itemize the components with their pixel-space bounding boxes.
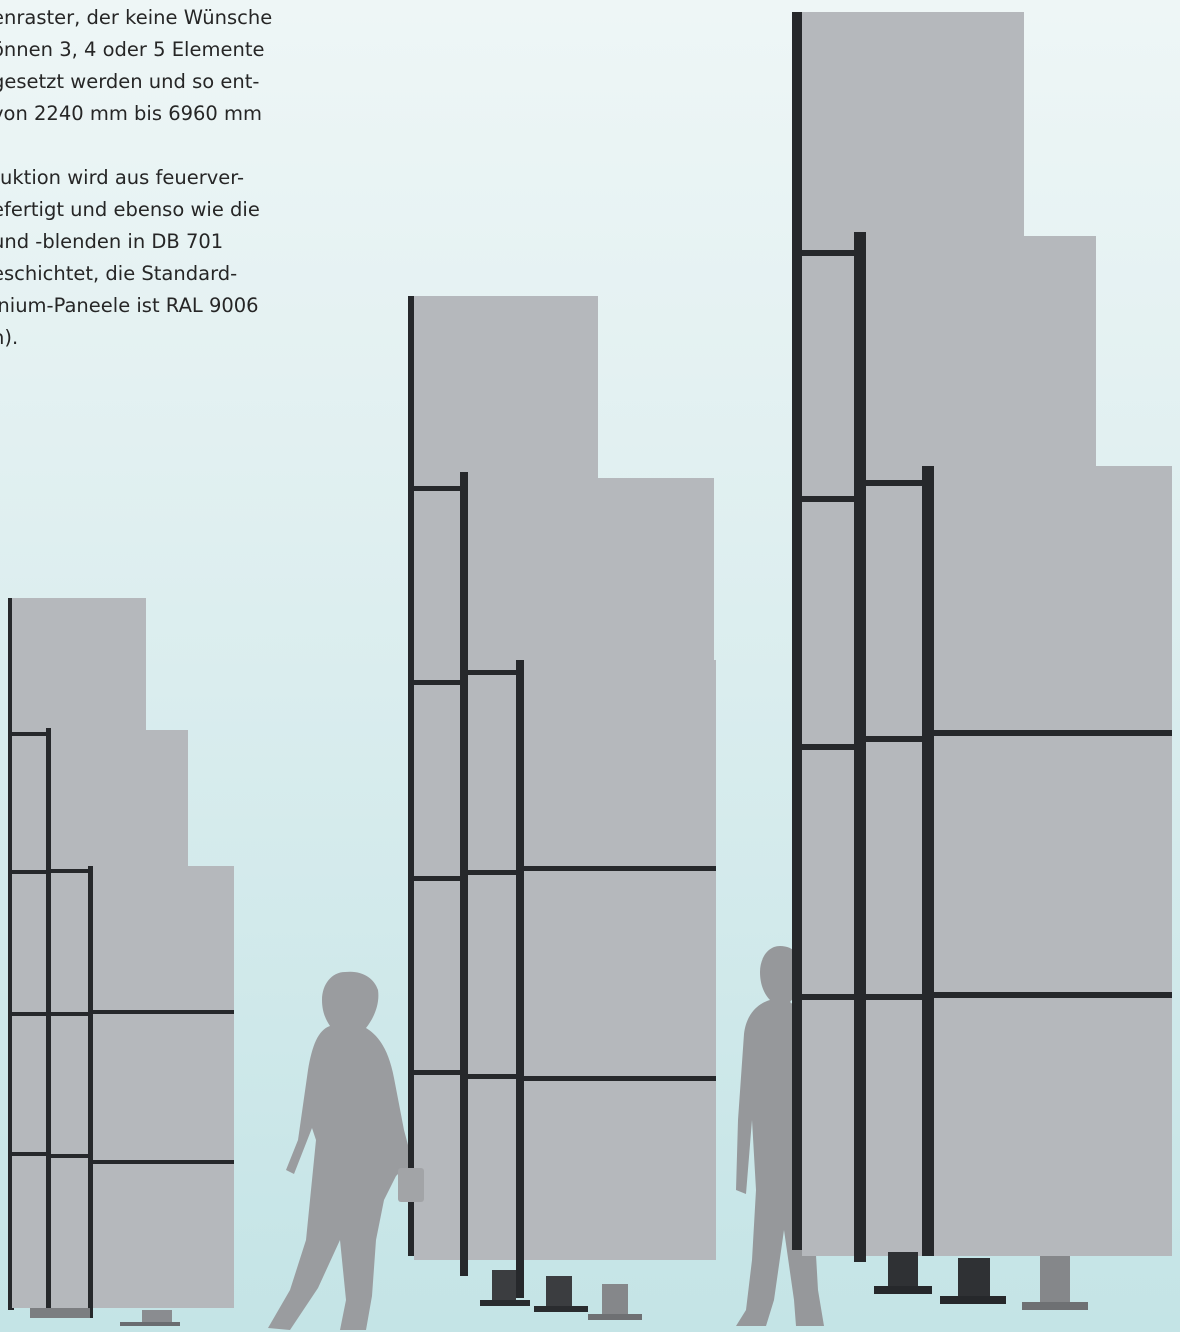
text-line: ruktion wird aus feuerver- — [0, 166, 245, 189]
tall-pylon-column-1 — [854, 232, 866, 1262]
tall-pylon-column-2 — [922, 466, 934, 1256]
small-pylon-foot — [142, 1310, 172, 1324]
small-pylon-foot — [120, 1322, 180, 1326]
tall-pylon-joint — [864, 994, 924, 1000]
tall-pylon-joint — [864, 480, 924, 486]
text-line: enraster, der keine Wünsche — [0, 6, 273, 29]
woman-silhouette — [268, 971, 424, 1330]
middle-pylon-joint — [466, 670, 518, 675]
small-pylon-joint — [12, 870, 48, 874]
small-pylon-joint — [92, 1160, 234, 1164]
middle-pylon-foot — [546, 1276, 572, 1310]
middle-pylon-column-1 — [460, 472, 468, 1276]
tall-pylon-foot — [874, 1286, 932, 1294]
tall-pylon-foot — [940, 1296, 1006, 1304]
small-pylon-joint — [50, 1012, 90, 1016]
tall-pylon-frame-back — [792, 12, 804, 1250]
text-line: und -blenden in DB 701 — [0, 230, 224, 253]
tall-pylon-joint — [932, 730, 1172, 736]
middle-pylon-joint — [414, 876, 462, 881]
small-pylon-column-1 — [46, 728, 51, 1312]
middle-pylon-panel-back — [414, 296, 716, 1260]
tall-pylon-joint — [802, 250, 856, 256]
tall-pylon-foot — [1022, 1302, 1088, 1310]
middle-pylon-joint — [414, 680, 462, 685]
small-pylon-joint — [12, 732, 48, 736]
middle-pylon-joint — [522, 866, 716, 871]
small-pylon-joint — [92, 1010, 234, 1014]
tall-pylon-joint — [802, 496, 856, 502]
middle-pylon-foot — [480, 1300, 530, 1306]
middle-pylon-joint — [414, 486, 462, 491]
small-pylon-column-2 — [88, 866, 93, 1318]
small-pylon-joint — [12, 1152, 48, 1156]
text-line: inium-Paneele ist RAL 9006 — [0, 294, 259, 317]
tall-pylon-joint — [802, 744, 856, 750]
paragraph-gap — [0, 130, 362, 162]
text-line: von 2240 mm bis 6960 mm — [0, 102, 263, 125]
tall-pylon — [792, 12, 1172, 1310]
text-line: n). — [0, 326, 19, 349]
small-pylon-joint — [50, 1154, 90, 1158]
body-text: enraster, der keine Wünsche önnen 3, 4 o… — [0, 2, 362, 354]
middle-pylon-foot — [492, 1270, 516, 1304]
middle-pylon-joint — [466, 1074, 518, 1079]
text-line: gesetzt werden und so ent- — [0, 70, 260, 93]
tall-pylon-joint — [802, 994, 856, 1000]
small-pylon-frame-back — [8, 598, 14, 1310]
middle-pylon-joint — [414, 1070, 462, 1075]
tall-pylon-panel-back — [802, 12, 1172, 1256]
middle-pylon — [408, 296, 716, 1320]
text-line: efertigt und ebenso wie die — [0, 198, 260, 221]
briefcase-silhouette — [398, 1168, 424, 1202]
middle-pylon-frame-back — [408, 296, 416, 1256]
text-line: eschichtet, die Standard- — [0, 262, 238, 285]
middle-pylon-foot — [588, 1314, 642, 1320]
small-pylon-joint — [50, 869, 90, 873]
tall-pylon-joint — [864, 736, 924, 742]
small-pylon — [8, 598, 234, 1326]
middle-pylon-joint — [466, 870, 518, 875]
middle-pylon-foot — [602, 1284, 628, 1314]
middle-pylon-joint — [522, 1076, 716, 1081]
tall-pylon-foot — [1040, 1256, 1070, 1302]
tall-pylon-joint — [932, 992, 1172, 998]
middle-pylon-foot — [534, 1306, 588, 1312]
small-pylon-panel-back — [12, 598, 234, 1308]
middle-pylon-column-2 — [516, 660, 524, 1298]
text-line: önnen 3, 4 oder 5 Elemente — [0, 38, 265, 61]
small-pylon-joint — [12, 1012, 48, 1016]
tall-pylon-foot — [888, 1252, 918, 1290]
small-pylon-foot — [30, 1308, 90, 1318]
tall-pylon-foot — [958, 1258, 990, 1300]
